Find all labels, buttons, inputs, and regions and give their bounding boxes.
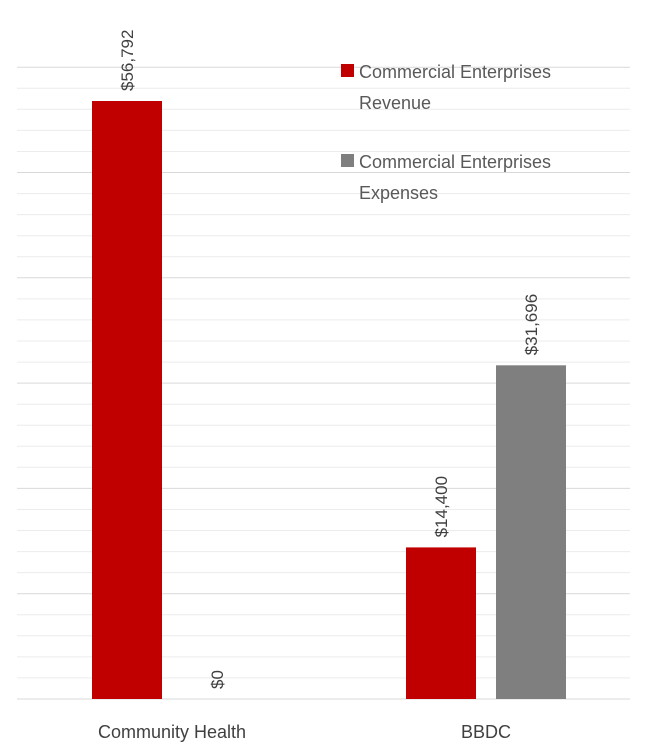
legend-swatch: [341, 64, 354, 77]
bar-community-health-revenue: [92, 101, 162, 699]
data-labels: $56,792 $0 $14,400 $31,696: [118, 30, 541, 689]
data-label: $14,400: [432, 476, 451, 537]
bars: [92, 101, 566, 699]
data-label: $56,792: [118, 30, 137, 91]
bar-bbdc-revenue: [406, 547, 476, 699]
legend-label: Commercial Enterprises: [359, 62, 551, 82]
data-label: $0: [208, 670, 227, 689]
legend: Commercial Enterprises Revenue Commercial …: [341, 62, 551, 203]
category-axis: Community Health BBDC: [98, 722, 511, 742]
legend-swatch: [341, 154, 354, 167]
legend-label: Expenses: [359, 183, 438, 203]
legend-label: Commercial Enterprises: [359, 152, 551, 172]
category-label: BBDC: [461, 722, 511, 742]
bar-bbdc-expenses: [496, 365, 566, 699]
data-label: $31,696: [522, 294, 541, 355]
legend-label: Revenue: [359, 93, 431, 113]
category-label: Community Health: [98, 722, 246, 742]
